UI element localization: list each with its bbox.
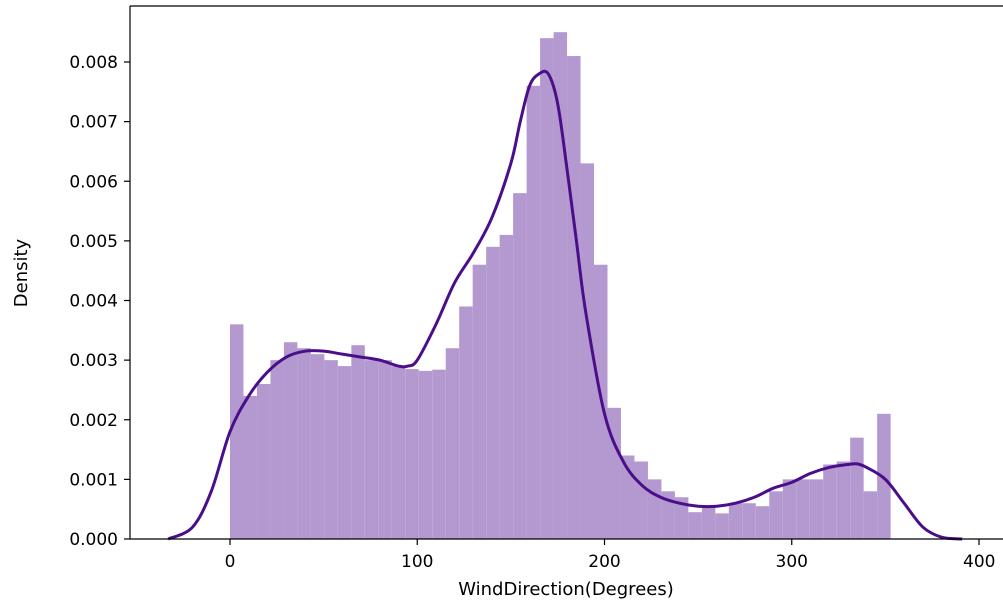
y-tick-label: 0.008 — [69, 53, 118, 73]
histogram-bar — [567, 56, 581, 539]
y-tick-label: 0.006 — [69, 172, 118, 192]
histogram-bar — [836, 461, 851, 539]
histogram-bar — [526, 85, 541, 539]
histogram-bar — [809, 479, 824, 539]
histogram-bar — [823, 464, 837, 539]
y-tick-label: 0.000 — [69, 530, 118, 550]
histogram-bar — [863, 491, 878, 539]
histogram-bar — [472, 264, 487, 539]
histogram-bar — [459, 306, 473, 539]
histogram-bar — [256, 383, 271, 539]
histogram-bar — [688, 512, 702, 539]
histogram-bar — [324, 360, 338, 539]
x-tick-label: 400 — [963, 552, 995, 572]
histogram-bar — [445, 348, 460, 539]
y-tick-label: 0.007 — [69, 113, 118, 133]
histogram-bar — [391, 366, 406, 539]
y-tick-label: 0.005 — [69, 232, 118, 252]
histogram-bar — [620, 455, 635, 539]
histogram-bar — [728, 503, 743, 539]
axes — [129, 5, 1003, 540]
histogram-bar — [782, 479, 797, 539]
y-tick-label: 0.003 — [69, 351, 118, 371]
histogram-bar — [513, 193, 527, 540]
x-tick-label: 200 — [588, 552, 620, 572]
histogram-bar — [486, 246, 500, 539]
histogram-bar — [674, 497, 689, 539]
x-axis-ticks: 0 100 200 300 400 — [225, 539, 995, 572]
histogram-bar — [499, 234, 514, 539]
y-axis-ticks: 0.000 0.001 0.002 0.003 0.004 0.005 0.006 0.007… — [69, 53, 130, 550]
histogram-bar — [243, 395, 257, 539]
histogram-bar — [351, 345, 365, 539]
histogram-bar — [796, 479, 810, 539]
histogram-bar — [607, 407, 621, 539]
histogram-bar — [755, 506, 770, 539]
histogram-bar — [715, 513, 729, 539]
x-tick-label: 0 — [225, 552, 236, 572]
histogram-bar — [337, 366, 352, 539]
histogram-bar — [850, 437, 864, 539]
histogram-bar — [310, 354, 325, 539]
kde-density-line — [167, 69, 963, 541]
y-tick-label: 0.002 — [69, 411, 118, 431]
histogram-bar — [378, 360, 392, 539]
x-tick-label: 100 — [401, 552, 433, 572]
histogram-bar — [661, 491, 675, 539]
histogram-bar — [701, 506, 716, 539]
histogram-bar — [270, 360, 284, 539]
histogram-bar — [283, 342, 298, 539]
histogram-bar — [418, 370, 433, 539]
histogram-bar — [230, 324, 244, 539]
histogram-bar — [405, 369, 419, 539]
histogram-bar — [553, 32, 568, 539]
histogram-bar — [634, 461, 648, 539]
histogram-bars — [230, 32, 891, 540]
histogram-bar — [769, 491, 783, 539]
y-axis-label: Density — [11, 238, 32, 307]
y-tick-label: 0.001 — [69, 470, 118, 490]
histogram-bar — [647, 479, 662, 539]
histogram-bar — [432, 369, 446, 539]
x-axis-label: WindDirection(Degrees) — [458, 579, 674, 600]
histogram-bar — [742, 503, 756, 539]
y-tick-label: 0.004 — [69, 292, 118, 312]
histogram-bar — [297, 348, 311, 539]
histogram-bar — [580, 163, 595, 540]
histogram-bar — [540, 38, 554, 540]
histogram-bar — [364, 360, 379, 539]
x-tick-label: 300 — [776, 552, 808, 572]
